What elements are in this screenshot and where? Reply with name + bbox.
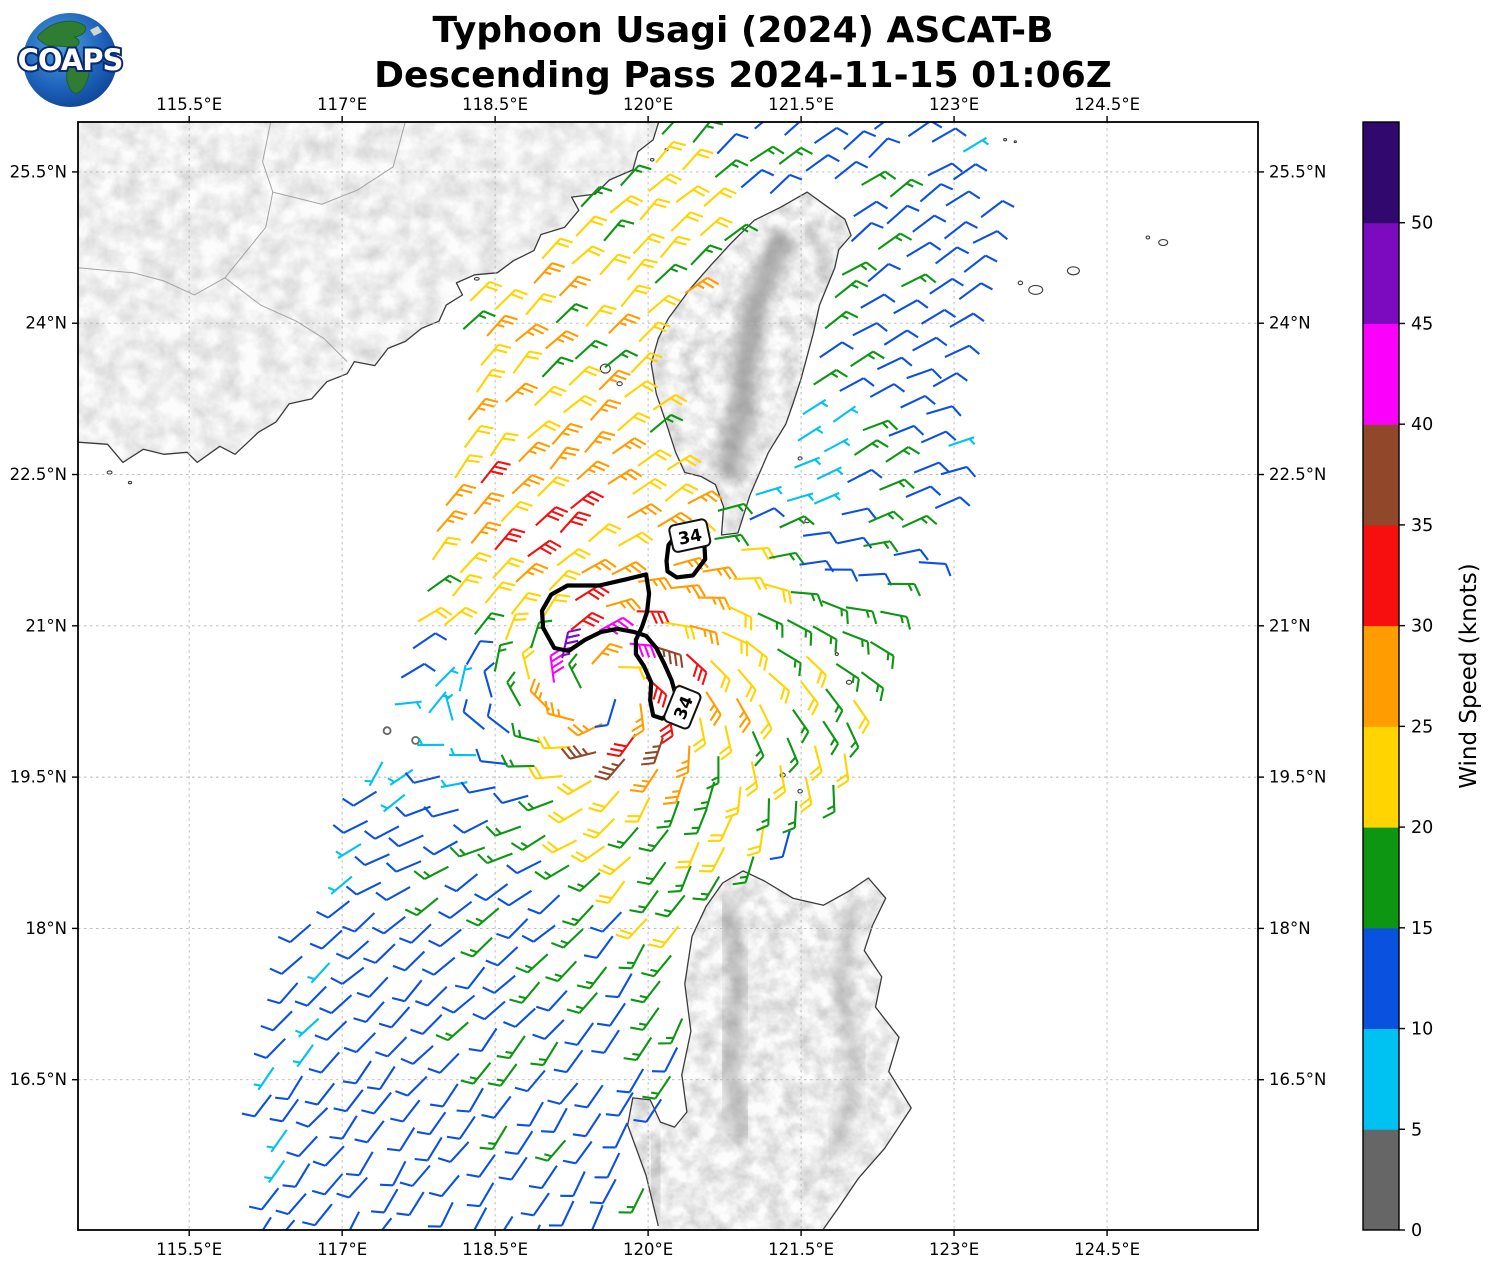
colorbar-segment	[1363, 323, 1399, 425]
colorbar-tick-label: 15	[1411, 919, 1433, 939]
y-tick-label-right: 22.5°N	[1269, 465, 1326, 484]
isotach-34-main-contour	[539, 572, 678, 721]
colorbar-tick-label: 30	[1411, 617, 1433, 637]
y-tick-label-left: 16.5°N	[10, 1070, 67, 1089]
coaps-logo: COAPS	[16, 13, 125, 107]
title-line-1: Typhoon Usagi (2024) ASCAT-B	[432, 10, 1054, 51]
y-tick-label-right: 24°N	[1269, 314, 1311, 333]
x-tick-label-bottom: 115.5°E	[156, 1240, 222, 1259]
colorbar-axis-label: Wind Speed (knots)	[1456, 563, 1482, 788]
colorbar-tick-label: 45	[1411, 314, 1433, 334]
svg-text:34: 34	[677, 525, 704, 550]
colorbar-segment	[1363, 524, 1399, 627]
y-tick-label-right: 16.5°N	[1269, 1070, 1326, 1089]
colorbar-segment	[1363, 726, 1399, 828]
map-frame	[77, 121, 1259, 1231]
map-area: 34 34	[78, 122, 1258, 1230]
x-tick-label-bottom: 118.5°E	[462, 1240, 528, 1259]
y-tick-label-left: 25.5°N	[10, 162, 67, 181]
axes: 115.5°E 115.5°E 117°E 117°E 118.5°E 118.5°E 12…	[10, 95, 1327, 1259]
x-tick-label-bottom: 120°E	[623, 1240, 673, 1259]
colorbar-segment	[1363, 222, 1399, 324]
x-tick-label-bottom: 121.5°E	[768, 1240, 834, 1259]
colorbar-segment	[1363, 827, 1399, 929]
province-border	[272, 122, 406, 205]
colorbar-segment	[1363, 1028, 1399, 1130]
y-tick-label-right: 18°N	[1269, 919, 1311, 938]
title-line-2: Descending Pass 2024-11-15 01:06Z	[374, 55, 1112, 96]
colorbar-tick-label: 0	[1411, 1221, 1422, 1241]
colorbar-tick-label: 25	[1411, 717, 1433, 737]
province-border	[78, 122, 274, 296]
x-tick-label-top: 115.5°E	[156, 95, 222, 114]
logo-continents	[37, 20, 102, 94]
y-tick-label-right: 21°N	[1269, 616, 1311, 635]
colorbar-tick-label: 5	[1411, 1120, 1422, 1140]
y-tick-label-left: 19.5°N	[10, 768, 67, 787]
colorbar-tick-label: 50	[1411, 214, 1433, 234]
colorbar-segment	[1363, 1129, 1399, 1231]
province-border	[224, 277, 348, 362]
logo-text: COAPS	[18, 43, 123, 77]
x-tick-label-top: 118.5°E	[462, 95, 528, 114]
x-tick-label-top: 117°E	[317, 95, 367, 114]
y-tick-label-right: 19.5°N	[1269, 768, 1326, 787]
x-tick-label-bottom: 124.5°E	[1074, 1240, 1140, 1259]
colorbar-tick-label: 40	[1411, 415, 1433, 435]
colorbar-frame	[1362, 121, 1400, 1231]
isotach-34-label: 34	[668, 518, 712, 553]
x-tick-label-top: 123°E	[929, 95, 979, 114]
x-tick-label-top: 120°E	[623, 95, 673, 114]
taiwan-coastline	[650, 191, 852, 536]
y-tick-label-right: 25.5°N	[1269, 162, 1326, 181]
y-tick-label-left: 22.5°N	[10, 465, 67, 484]
isotach-34-label: 34	[663, 685, 702, 730]
y-tick-label-left: 18°N	[25, 919, 67, 938]
colorbar-segment	[1363, 625, 1399, 727]
colorbar-tick-label: 10	[1411, 1020, 1433, 1040]
x-tick-label-bottom: 117°E	[317, 1240, 367, 1259]
colorbar-tick-label: 20	[1411, 818, 1433, 838]
x-tick-label-bottom: 123°E	[929, 1240, 979, 1259]
colorbar: 0 5 10 15 20 25 30 35 40 45 50 Wind Speed (knots)	[1362, 121, 1482, 1241]
china-coastline	[78, 122, 660, 464]
y-tick-label-left: 21°N	[25, 616, 67, 635]
x-tick-label-top: 124.5°E	[1074, 95, 1140, 114]
figure-title: Typhoon Usagi (2024) ASCAT-B Descending …	[0, 8, 1486, 98]
x-tick-label-top: 121.5°E	[768, 95, 834, 114]
colorbar-tick-label: 35	[1411, 516, 1433, 536]
colorbar-segment	[1363, 927, 1399, 1030]
y-tick-label-left: 24°N	[25, 314, 67, 333]
isotach-34: 34 34	[539, 518, 712, 730]
wind-barbs-layer	[241, 122, 1015, 1230]
colorbar-segment	[1363, 424, 1399, 526]
colorbar-segment	[1363, 122, 1399, 224]
luzon-coastline	[627, 870, 912, 1230]
